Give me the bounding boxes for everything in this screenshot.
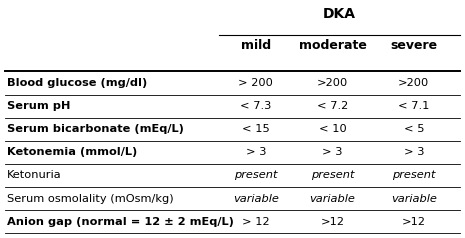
Text: Anion gap (normal = 12 ± 2 mEq/L): Anion gap (normal = 12 ± 2 mEq/L) [7,217,234,227]
Text: Ketonuria: Ketonuria [7,170,61,180]
Text: > 200: > 200 [238,78,273,88]
Text: >12: >12 [320,217,345,227]
Text: present: present [392,170,436,180]
Text: < 7.1: < 7.1 [398,101,430,111]
Text: present: present [311,170,354,180]
Text: present: present [234,170,278,180]
Text: variable: variable [233,193,279,203]
Text: >12: >12 [402,217,426,227]
Text: > 12: > 12 [242,217,270,227]
Text: < 7.2: < 7.2 [317,101,348,111]
Text: < 10: < 10 [319,124,346,134]
Text: DKA: DKA [323,7,356,21]
Text: Serum pH: Serum pH [7,101,70,111]
Text: >200: >200 [317,78,348,88]
Text: < 15: < 15 [242,124,270,134]
Text: > 3: > 3 [246,147,266,157]
Text: < 7.3: < 7.3 [240,101,272,111]
Text: moderate: moderate [299,39,366,52]
Text: mild: mild [241,39,271,52]
Text: < 5: < 5 [404,124,424,134]
Text: Serum osmolality (mOsm/kg): Serum osmolality (mOsm/kg) [7,193,173,203]
Text: severe: severe [390,39,438,52]
Text: Ketonemia (mmol/L): Ketonemia (mmol/L) [7,147,137,157]
Text: >200: >200 [398,78,430,88]
Text: Blood glucose (mg/dl): Blood glucose (mg/dl) [7,78,147,88]
Text: Serum bicarbonate (mEq/L): Serum bicarbonate (mEq/L) [7,124,184,134]
Text: variable: variable [310,193,355,203]
Text: > 3: > 3 [404,147,424,157]
Text: > 3: > 3 [322,147,343,157]
Text: variable: variable [391,193,437,203]
